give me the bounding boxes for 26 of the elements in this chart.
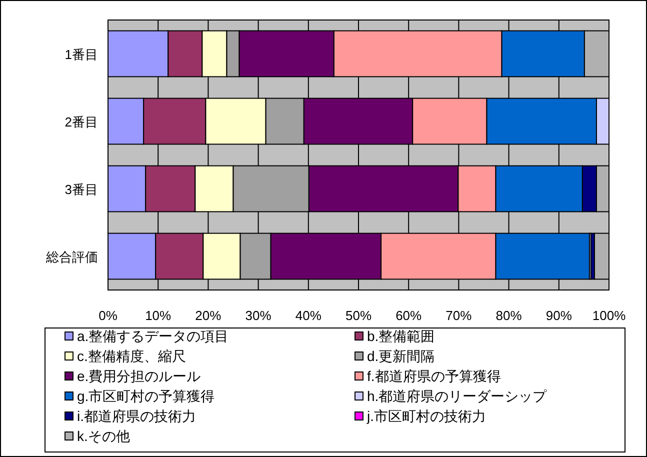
y-tick-label: 2番目 [64, 114, 98, 130]
legend-label: e.費用分担のルール [77, 368, 201, 384]
x-tick-label: 90% [546, 308, 572, 323]
y-tick-label: 総合評価 [45, 249, 98, 264]
x-tick-label: 70% [446, 308, 472, 323]
legend-label: f.都道府県の予算獲得 [367, 368, 501, 384]
legend-label: j.市区町村の技術力 [366, 408, 486, 424]
legend-label: d.更新間隔 [367, 348, 435, 364]
x-tick-label: 20% [195, 308, 222, 323]
x-tick-label: 30% [245, 308, 272, 323]
legend-label: k.その他 [77, 428, 130, 444]
legend-label: c.整備精度、縮尺 [77, 348, 186, 364]
x-tick-label: 40% [295, 308, 322, 323]
x-tick-label: 100% [592, 308, 626, 323]
legend-label: g.市区町村の予算獲得 [77, 388, 215, 404]
legend-label: b.整備範囲 [367, 328, 435, 344]
x-tick-label: 50% [345, 308, 372, 323]
x-tick-label: 60% [396, 308, 422, 323]
y-tick-label: 1番目 [64, 46, 98, 62]
legend-label: i.都道府県の技術力 [77, 408, 196, 424]
y-tick-label: 3番目 [64, 182, 98, 197]
x-tick-label: 0% [98, 308, 118, 323]
x-tick-label: 10% [145, 308, 172, 323]
legend-label: h.都道府県のリーダーシップ [367, 388, 548, 404]
legend-label: a.整備するデータの項目 [77, 328, 229, 344]
x-tick-label: 80% [496, 308, 522, 323]
